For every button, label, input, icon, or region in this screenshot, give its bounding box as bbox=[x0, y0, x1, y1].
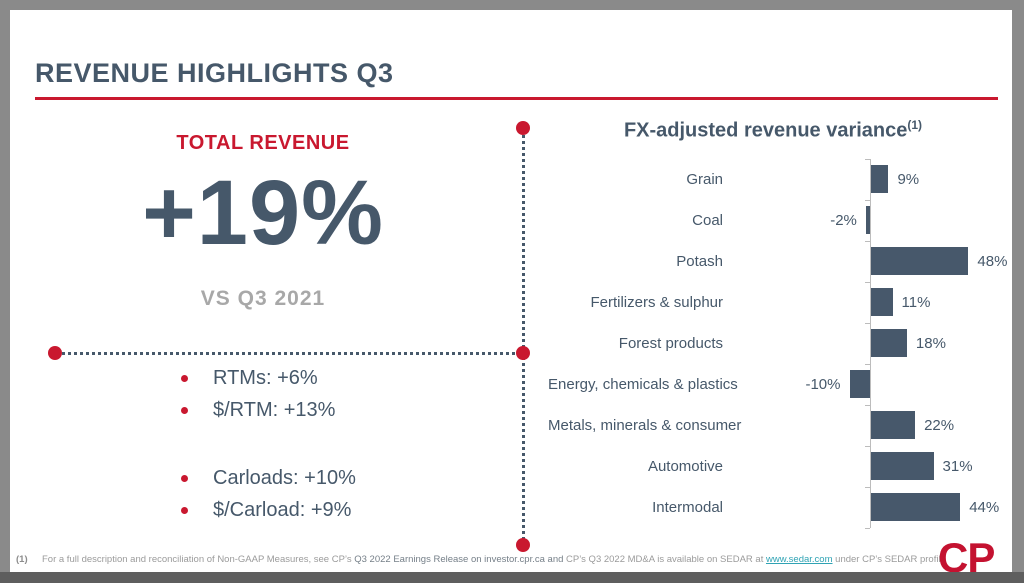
chart-category-label: Grain bbox=[686, 171, 723, 188]
chart-row: Potash 48% bbox=[548, 241, 1010, 282]
chart-row: Fertilizers & sulphur 11% bbox=[548, 282, 1010, 323]
chart-value-label: 18% bbox=[915, 335, 946, 352]
chart-axis-tick bbox=[865, 282, 870, 283]
chart-bar bbox=[849, 370, 870, 398]
chart-title: FX-adjusted revenue variance(1) bbox=[548, 118, 998, 143]
chart-bar bbox=[870, 288, 893, 316]
chart-plot-area: 48% bbox=[728, 241, 1010, 282]
bar-chart: Grain 9% Coal -2% Potash 48% Fertilizers & sul… bbox=[548, 159, 1010, 529]
list-item: $/RTM: +13% bbox=[175, 394, 335, 426]
chart-plot-area: 44% bbox=[728, 487, 1010, 528]
footnote-segment: Q3 2022 Earnings Release on investor.cpr… bbox=[354, 554, 567, 565]
chart-value-label: -10% bbox=[805, 376, 841, 393]
chart-value-label: 9% bbox=[897, 171, 920, 188]
footnote-number: (1) bbox=[16, 554, 28, 565]
list-item: RTMs: +6% bbox=[175, 362, 335, 394]
chart-bar bbox=[870, 493, 961, 521]
chart-title-footnote-ref: (1) bbox=[907, 118, 923, 132]
total-revenue-value: +19% bbox=[142, 162, 384, 264]
page-title: REVENUE HIGHLIGHTS Q3 bbox=[35, 58, 394, 88]
chart-bar bbox=[870, 329, 907, 357]
chart-plot-area: 18% bbox=[728, 323, 1010, 364]
chart-bar bbox=[870, 411, 916, 439]
sedar-link[interactable]: www.sedar.com bbox=[765, 554, 833, 565]
chart-category-label: Forest products bbox=[618, 335, 723, 352]
total-revenue-label: TOTAL REVENUE bbox=[176, 132, 350, 154]
divider-endpoint-dot bbox=[48, 346, 62, 360]
list-item: $/Carload: +9% bbox=[175, 494, 356, 526]
chart-bar bbox=[870, 165, 889, 193]
chart-axis-tick bbox=[865, 200, 870, 201]
chart-axis-tick bbox=[865, 241, 870, 242]
chart-axis-tick bbox=[865, 159, 870, 160]
chart-bar bbox=[870, 452, 934, 480]
chart-category-label: Metals, minerals & consumer bbox=[548, 417, 742, 434]
divider-endpoint-dot bbox=[516, 121, 530, 135]
horizontal-dotted-divider bbox=[55, 352, 523, 355]
chart-title-text: FX-adjusted revenue variance bbox=[623, 119, 908, 142]
vertical-dotted-divider bbox=[522, 135, 525, 540]
presentation-slide: REVENUE HIGHLIGHTS Q3 TOTAL REVENUE +19%… bbox=[10, 10, 1012, 581]
chart-row: Intermodal 44% bbox=[548, 487, 1010, 528]
comparison-period-label: VS Q3 2021 bbox=[200, 287, 326, 310]
carload-metrics-list: Carloads: +10% $/Carload: +9% bbox=[175, 462, 356, 526]
chart-axis-tick bbox=[865, 364, 870, 365]
footnote-segment: For a full description and reconciliatio… bbox=[42, 554, 355, 565]
chart-row: Automotive 31% bbox=[548, 446, 1010, 487]
rtm-metrics-list: RTMs: +6% $/RTM: +13% bbox=[175, 362, 335, 426]
chart-row: Metals, minerals & consumer 22% bbox=[548, 405, 1010, 446]
chart-plot-area: 31% bbox=[728, 446, 1010, 487]
chart-plot-area: 22% bbox=[728, 405, 1010, 446]
divider-junction-dot bbox=[516, 346, 530, 360]
chart-category-label: Automotive bbox=[647, 458, 723, 475]
chart-category-label: Coal bbox=[692, 212, 723, 229]
chart-value-label: 31% bbox=[942, 458, 973, 475]
divider-endpoint-dot bbox=[516, 538, 530, 552]
chart-axis-tick bbox=[865, 323, 870, 324]
list-item: Carloads: +10% bbox=[175, 462, 356, 494]
footnote-segment: under CP’s SEDAR profile bbox=[832, 554, 946, 565]
chart-value-label: -2% bbox=[830, 212, 857, 229]
chart-value-label: 44% bbox=[969, 499, 1000, 516]
title-underline-rule bbox=[35, 97, 998, 100]
chart-axis-line bbox=[870, 159, 871, 528]
chart-category-label: Fertilizers & sulphur bbox=[590, 294, 723, 311]
chart-value-label: 11% bbox=[901, 294, 931, 311]
chart-value-label: 22% bbox=[924, 417, 955, 434]
footnote-text: For a full description and reconciliatio… bbox=[42, 554, 946, 565]
chart-row: Coal -2% bbox=[548, 200, 1010, 241]
chart-plot-area: -2% bbox=[728, 200, 1010, 241]
frame-bottom-strip bbox=[0, 572, 1024, 583]
chart-row: Forest products 18% bbox=[548, 323, 1010, 364]
chart-axis-tick bbox=[865, 405, 870, 406]
chart-row: Grain 9% bbox=[548, 159, 1010, 200]
chart-category-label: Intermodal bbox=[652, 499, 723, 516]
chart-plot-area: 9% bbox=[728, 159, 1010, 200]
chart-plot-area: -10% bbox=[728, 364, 1010, 405]
chart-axis-tick bbox=[865, 528, 870, 529]
chart-axis-tick bbox=[865, 487, 870, 488]
chart-bar bbox=[870, 247, 969, 275]
chart-value-label: 48% bbox=[977, 253, 1008, 270]
chart-category-label: Potash bbox=[676, 253, 723, 270]
chart-plot-area: 11% bbox=[728, 282, 1010, 323]
footnote: (1) For a full description and reconcilia… bbox=[16, 554, 946, 565]
chart-category-label: Energy, chemicals & plastics bbox=[548, 376, 738, 393]
footnote-segment: CP’s Q3 2022 MD&A is available on SEDAR … bbox=[566, 554, 766, 565]
chart-bar bbox=[865, 206, 870, 234]
chart-row: Energy, chemicals & plastics -10% bbox=[548, 364, 1010, 405]
chart-axis-tick bbox=[865, 446, 870, 447]
total-revenue-block: TOTAL REVENUE +19% VS Q3 2021 bbox=[58, 132, 468, 311]
